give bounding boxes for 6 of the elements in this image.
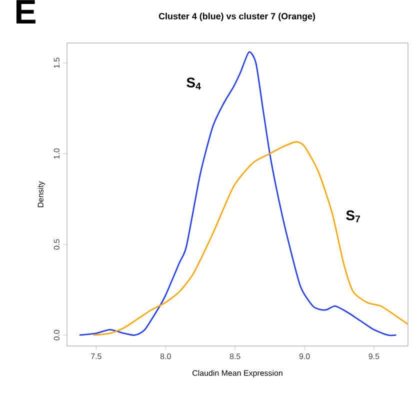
line-series <box>78 51 397 336</box>
series-label: S$_{7}$ <box>346 210 360 222</box>
chart-title: Cluster 4 (blue) vs cluster 7 (Orange) <box>158 12 316 22</box>
text: E <box>16 0 36 24</box>
line-series <box>92 141 408 336</box>
series-label: S$_{4}$ <box>186 78 201 90</box>
